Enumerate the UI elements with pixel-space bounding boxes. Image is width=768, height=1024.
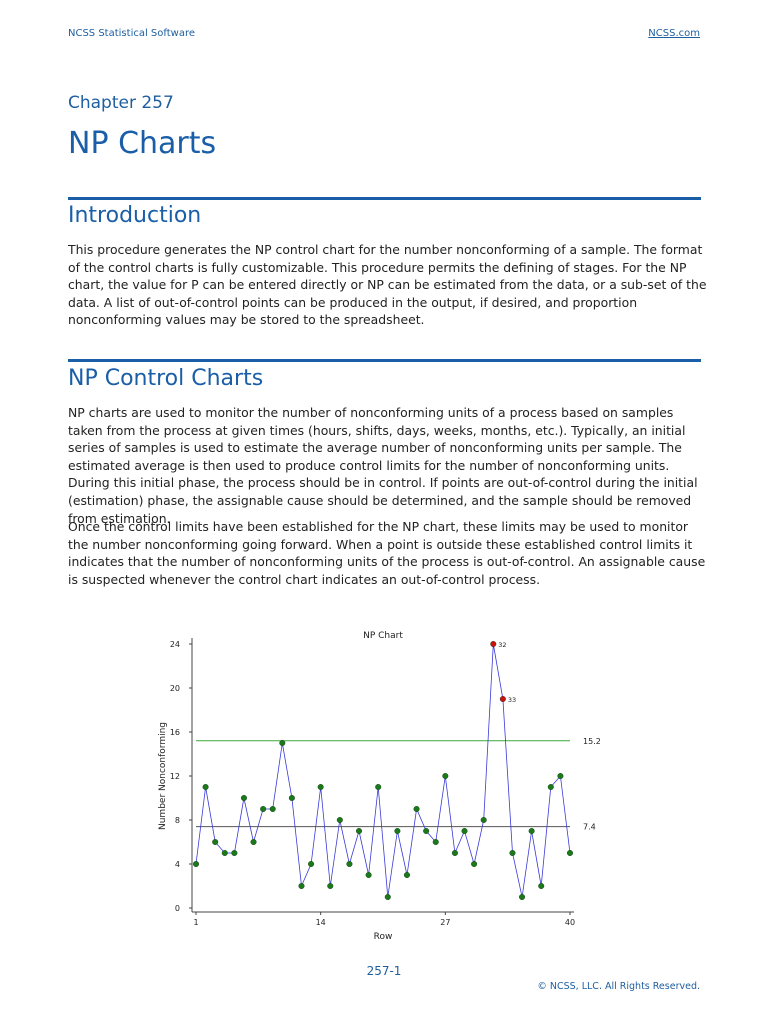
data-point (298, 883, 305, 890)
page-number: 257-1 (366, 964, 402, 978)
data-point (394, 827, 401, 834)
y-tick-label: 24 (170, 640, 180, 649)
chart-title: NP Chart (363, 631, 403, 641)
np-chart: 0 4 8 12 16 20 24 1 14 27 40 NP Chart Row Number Nonc… (158, 631, 601, 942)
data-point (308, 860, 315, 867)
data-point (356, 827, 363, 834)
data-point (528, 827, 535, 834)
data-point (250, 838, 257, 845)
out-of-control-point (490, 641, 497, 648)
data-point (423, 827, 430, 834)
x-tick-label: 40 (565, 918, 575, 927)
data-point (193, 860, 200, 867)
data-point (442, 772, 449, 779)
data-point (221, 849, 228, 856)
data-point (288, 794, 295, 801)
x-tick-label: 1 (193, 918, 198, 927)
data-point (413, 805, 420, 812)
x-tick-label: 27 (440, 918, 450, 927)
data-point (519, 894, 526, 901)
copyright-notice: © NCSS, LLC. All Rights Reserved. (537, 981, 700, 992)
data-point (451, 849, 458, 856)
data-point (432, 838, 439, 845)
center-label: 7.4 (583, 823, 596, 832)
data-point (547, 783, 554, 790)
data-point (403, 871, 410, 878)
np-paragraph-2: Once the control limits have been establ… (68, 519, 706, 587)
chapter-label: Chapter 257 (68, 93, 174, 113)
intro-paragraph: This procedure generates the NP control … (68, 242, 707, 328)
point-label: 33 (508, 696, 516, 704)
y-tick-label: 8 (175, 816, 180, 825)
data-point (557, 772, 564, 779)
section-divider (68, 359, 701, 362)
y-tick-label: 16 (170, 728, 180, 737)
data-point (480, 816, 487, 823)
data-point (471, 860, 478, 867)
section-divider (68, 197, 701, 200)
ncss-link[interactable]: NCSS.com (648, 28, 700, 39)
plot-area (192, 638, 574, 912)
data-point (279, 739, 286, 746)
section-heading-introduction: Introduction (68, 203, 202, 228)
x-tick-label: 14 (316, 918, 326, 927)
header-software-name: NCSS Statistical Software (68, 28, 196, 39)
y-tick-label: 4 (175, 860, 180, 869)
ucl-label: 15.2 (583, 737, 601, 746)
y-tick-label: 0 (175, 904, 180, 913)
data-point (269, 805, 276, 812)
series-line (195, 643, 571, 898)
y-tick-label: 12 (170, 772, 180, 781)
data-point (346, 860, 353, 867)
data-point (212, 838, 219, 845)
x-axis-label: Row (374, 932, 393, 942)
point-label: 32 (498, 641, 506, 649)
data-point (317, 783, 324, 790)
data-point (384, 894, 391, 901)
data-point (240, 794, 247, 801)
data-point (231, 849, 238, 856)
data-point (202, 783, 209, 790)
page-title: NP Charts (68, 126, 217, 161)
data-point (509, 849, 516, 856)
data-point (336, 816, 343, 823)
np-paragraph-1: NP charts are used to monitor the number… (68, 405, 698, 526)
section-heading-np-control-charts: NP Control Charts (68, 366, 264, 391)
data-point (461, 827, 468, 834)
y-tick-label: 20 (170, 684, 180, 693)
data-point (567, 849, 574, 856)
out-of-control-point (499, 695, 506, 702)
data-point (260, 805, 267, 812)
data-point (365, 871, 372, 878)
data-point (327, 883, 334, 890)
data-point (375, 783, 382, 790)
y-axis-label: Number Nonconforming (158, 722, 168, 830)
data-point (538, 883, 545, 890)
